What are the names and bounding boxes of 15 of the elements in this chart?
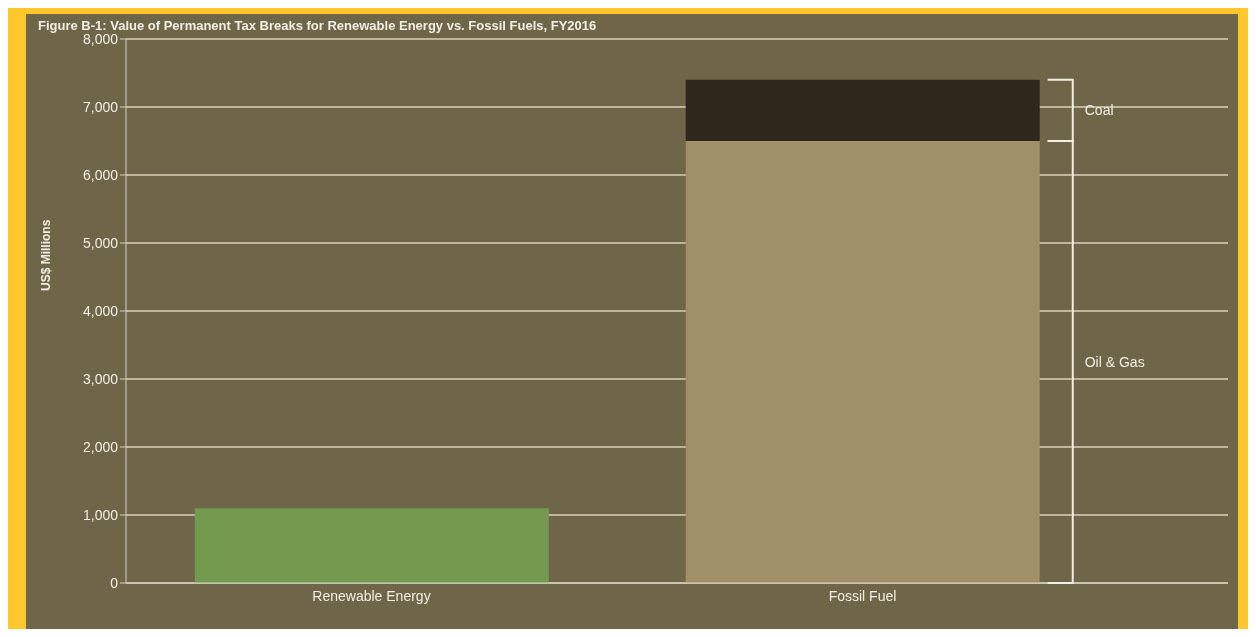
y-tick-label: 4,000: [82, 302, 119, 319]
y-tick-label: 2,000: [82, 438, 119, 455]
text: Oil & Gas: [1084, 354, 1145, 370]
chart-title: Figure B-1: Value of Permanent Tax Breaks for Renewable Energy vs. Fossil Fuels, FY2016: [37, 17, 598, 33]
y-tick-label: 5,000: [82, 234, 119, 251]
y-tick-label: 7,000: [82, 98, 119, 115]
y-tick-label: 1,000: [82, 506, 119, 523]
y-tick-label: 8,000: [82, 30, 119, 47]
y-tick-label: 3,000: [82, 370, 119, 387]
x-tick-label: Fossil Fuel: [828, 587, 897, 604]
x-tick-label: Renewable Energy: [312, 587, 431, 604]
y-tick-label: 6,000: [82, 166, 119, 183]
y-axis-title: US$ Millions: [39, 219, 54, 291]
y-tick-label: 0: [110, 574, 119, 591]
text: Coal: [1084, 102, 1114, 119]
